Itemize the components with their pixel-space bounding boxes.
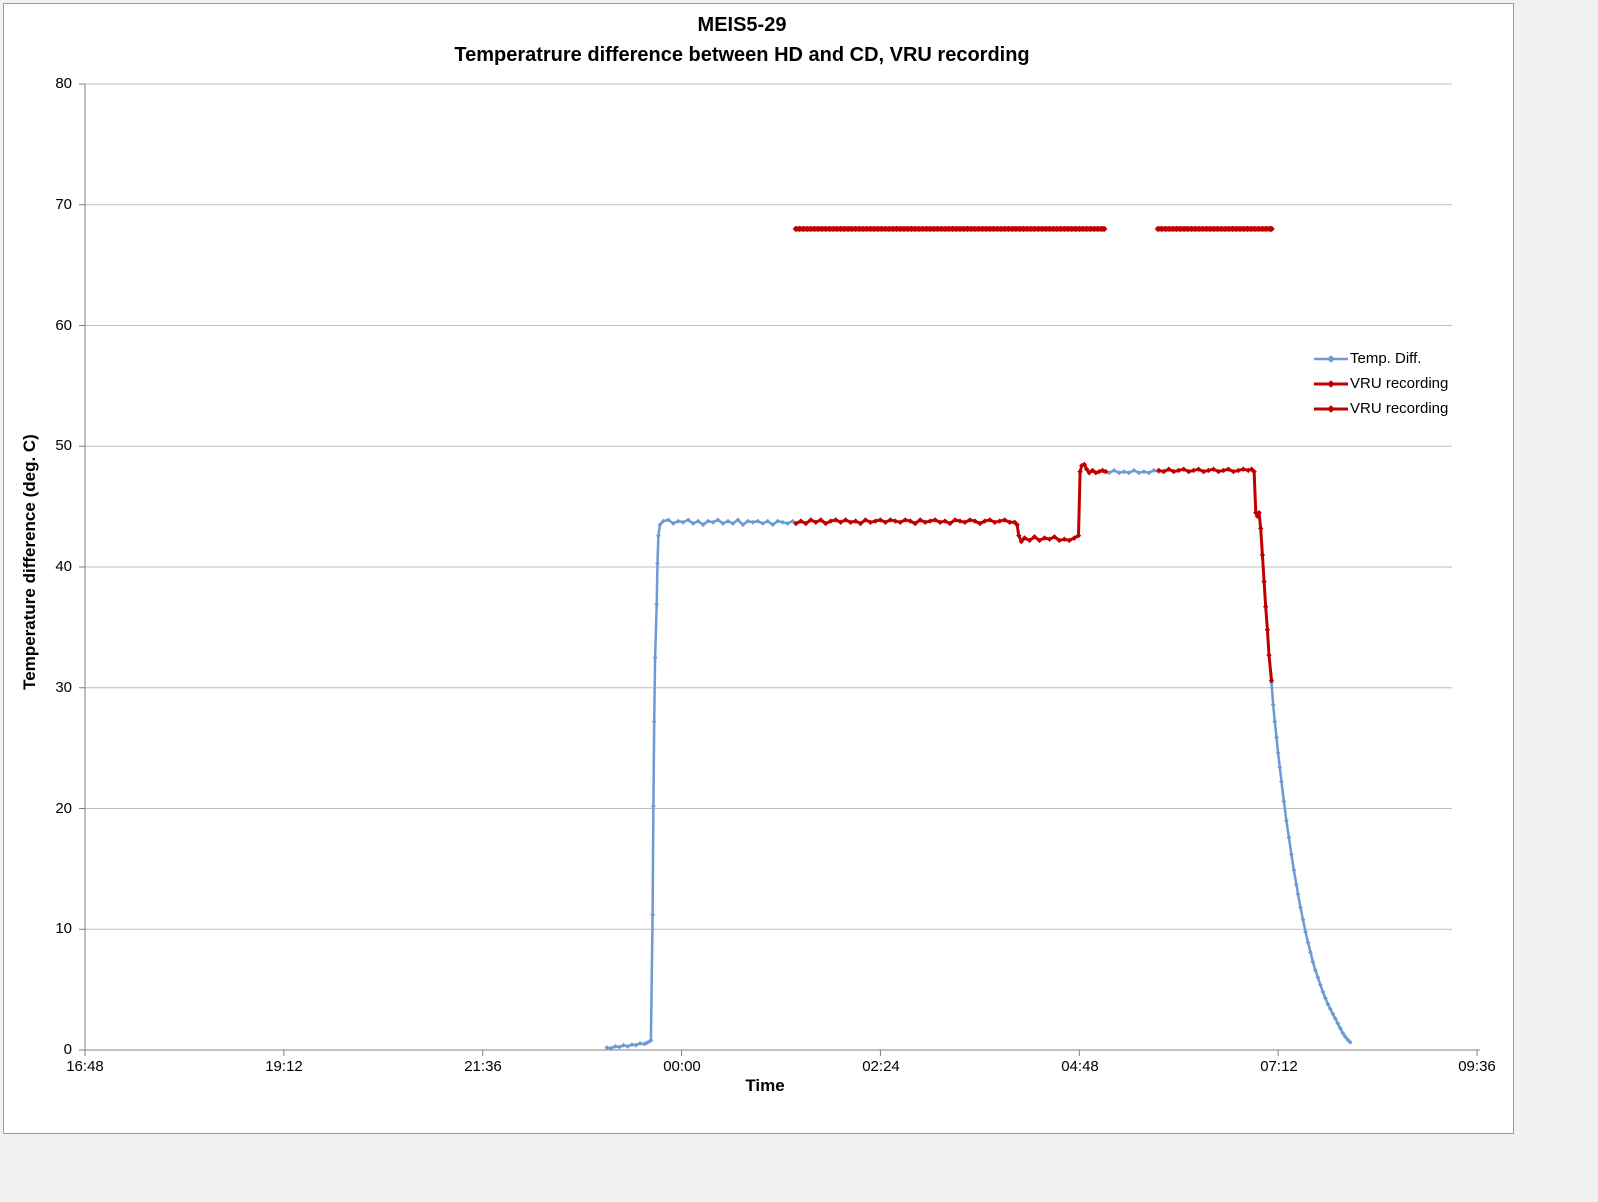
- chart-frame: [3, 3, 1514, 1134]
- y-tick-label-0: 0: [63, 1041, 72, 1058]
- legend-entry-vru-recording-1: VRU recording: [1313, 371, 1493, 396]
- chart-title-line1: MEIS5-29: [697, 14, 787, 36]
- x-tick-label-0000: 00:00: [663, 1058, 701, 1075]
- x-tick-label-0936: 09:36: [1458, 1058, 1496, 1075]
- legend: Temp. Diff. VRU recording VRU recording: [1313, 346, 1493, 421]
- y-tick-label-30: 30: [55, 679, 72, 696]
- y-tick-label-20: 20: [55, 800, 72, 817]
- y-tick-label-60: 60: [55, 317, 72, 334]
- y-tick-label-80: 80: [55, 75, 72, 92]
- legend-marker-temp-diff-icon: [1314, 354, 1348, 363]
- x-tick-label-0448: 04:48: [1061, 1058, 1099, 1075]
- chart-title: MEIS5-29 Temperatrure difference between…: [0, 10, 1484, 70]
- y-tick-label-40: 40: [55, 558, 72, 575]
- legend-entry-vru-recording-2: VRU recording: [1313, 396, 1493, 421]
- legend-entry-temp-diff: Temp. Diff.: [1313, 346, 1493, 371]
- legend-label-vru-2: VRU recording: [1350, 400, 1449, 417]
- x-tick-label-1648: 16:48: [66, 1058, 104, 1075]
- legend-marker-vru-1-icon: [1314, 379, 1348, 388]
- y-tick-label-70: 70: [55, 196, 72, 213]
- x-tick-label-0712: 07:12: [1260, 1058, 1298, 1075]
- x-axis-title: Time: [745, 1076, 785, 1095]
- x-tick-label-1912: 19:12: [265, 1058, 303, 1075]
- chart-title-line2: Temperatrure difference between HD and C…: [454, 44, 1030, 66]
- legend-label-vru-1: VRU recording: [1350, 375, 1449, 392]
- x-tick-label-0224: 02:24: [862, 1058, 900, 1075]
- legend-marker-vru-2-icon: [1314, 404, 1348, 413]
- x-tick-label-2136: 21:36: [464, 1058, 502, 1075]
- y-axis-title: Temperature difference (deg. C): [20, 434, 39, 690]
- y-tick-label-10: 10: [55, 920, 72, 937]
- legend-label-temp-diff: Temp. Diff.: [1350, 350, 1422, 367]
- y-tick-label-50: 50: [55, 437, 72, 454]
